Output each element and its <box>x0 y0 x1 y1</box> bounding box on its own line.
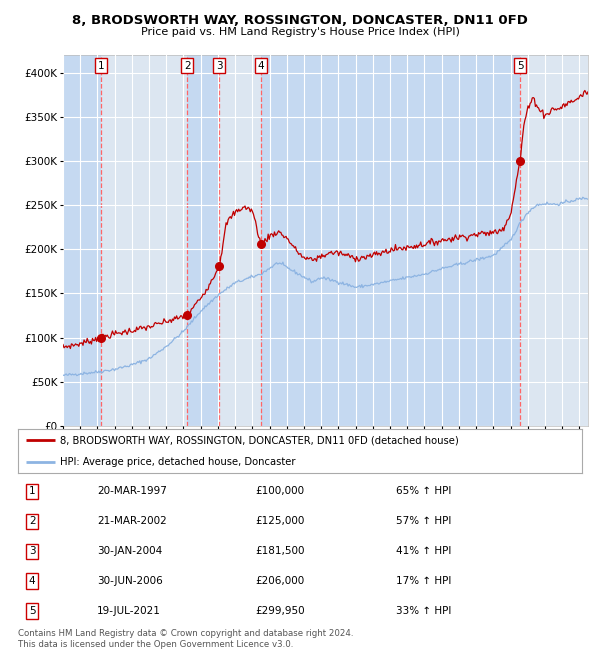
Text: 8, BRODSWORTH WAY, ROSSINGTON, DONCASTER, DN11 0FD (detached house): 8, BRODSWORTH WAY, ROSSINGTON, DONCASTER… <box>60 435 459 445</box>
Text: 5: 5 <box>517 61 523 71</box>
Text: 5: 5 <box>29 606 35 616</box>
Text: £100,000: £100,000 <box>255 486 304 497</box>
Bar <box>520 55 588 426</box>
Text: £299,950: £299,950 <box>255 606 305 616</box>
Text: 3: 3 <box>29 546 35 556</box>
Bar <box>261 55 520 426</box>
Text: Contains HM Land Registry data © Crown copyright and database right 2024.
This d: Contains HM Land Registry data © Crown c… <box>18 629 353 649</box>
Text: 33% ↑ HPI: 33% ↑ HPI <box>396 606 451 616</box>
Text: 19-JUL-2021: 19-JUL-2021 <box>97 606 161 616</box>
Text: 2: 2 <box>29 516 35 526</box>
Text: 4: 4 <box>29 576 35 586</box>
Bar <box>187 55 219 426</box>
Text: 8, BRODSWORTH WAY, ROSSINGTON, DONCASTER, DN11 0FD: 8, BRODSWORTH WAY, ROSSINGTON, DONCASTER… <box>72 14 528 27</box>
Text: 30-JUN-2006: 30-JUN-2006 <box>97 576 163 586</box>
Text: 17% ↑ HPI: 17% ↑ HPI <box>396 576 451 586</box>
Text: £125,000: £125,000 <box>255 516 304 526</box>
Text: £206,000: £206,000 <box>255 576 304 586</box>
Text: 41% ↑ HPI: 41% ↑ HPI <box>396 546 451 556</box>
Text: 57% ↑ HPI: 57% ↑ HPI <box>396 516 451 526</box>
Text: Price paid vs. HM Land Registry's House Price Index (HPI): Price paid vs. HM Land Registry's House … <box>140 27 460 37</box>
Text: 4: 4 <box>257 61 264 71</box>
Text: 2: 2 <box>184 61 190 71</box>
Text: 30-JAN-2004: 30-JAN-2004 <box>97 546 162 556</box>
Text: HPI: Average price, detached house, Doncaster: HPI: Average price, detached house, Donc… <box>60 457 296 467</box>
Text: 65% ↑ HPI: 65% ↑ HPI <box>396 486 451 497</box>
Text: 1: 1 <box>98 61 104 71</box>
Bar <box>101 55 187 426</box>
Text: 20-MAR-1997: 20-MAR-1997 <box>97 486 167 497</box>
Text: 3: 3 <box>216 61 223 71</box>
Bar <box>63 55 101 426</box>
Text: £181,500: £181,500 <box>255 546 304 556</box>
Text: 21-MAR-2002: 21-MAR-2002 <box>97 516 167 526</box>
Text: 1: 1 <box>29 486 35 497</box>
Bar <box>219 55 261 426</box>
